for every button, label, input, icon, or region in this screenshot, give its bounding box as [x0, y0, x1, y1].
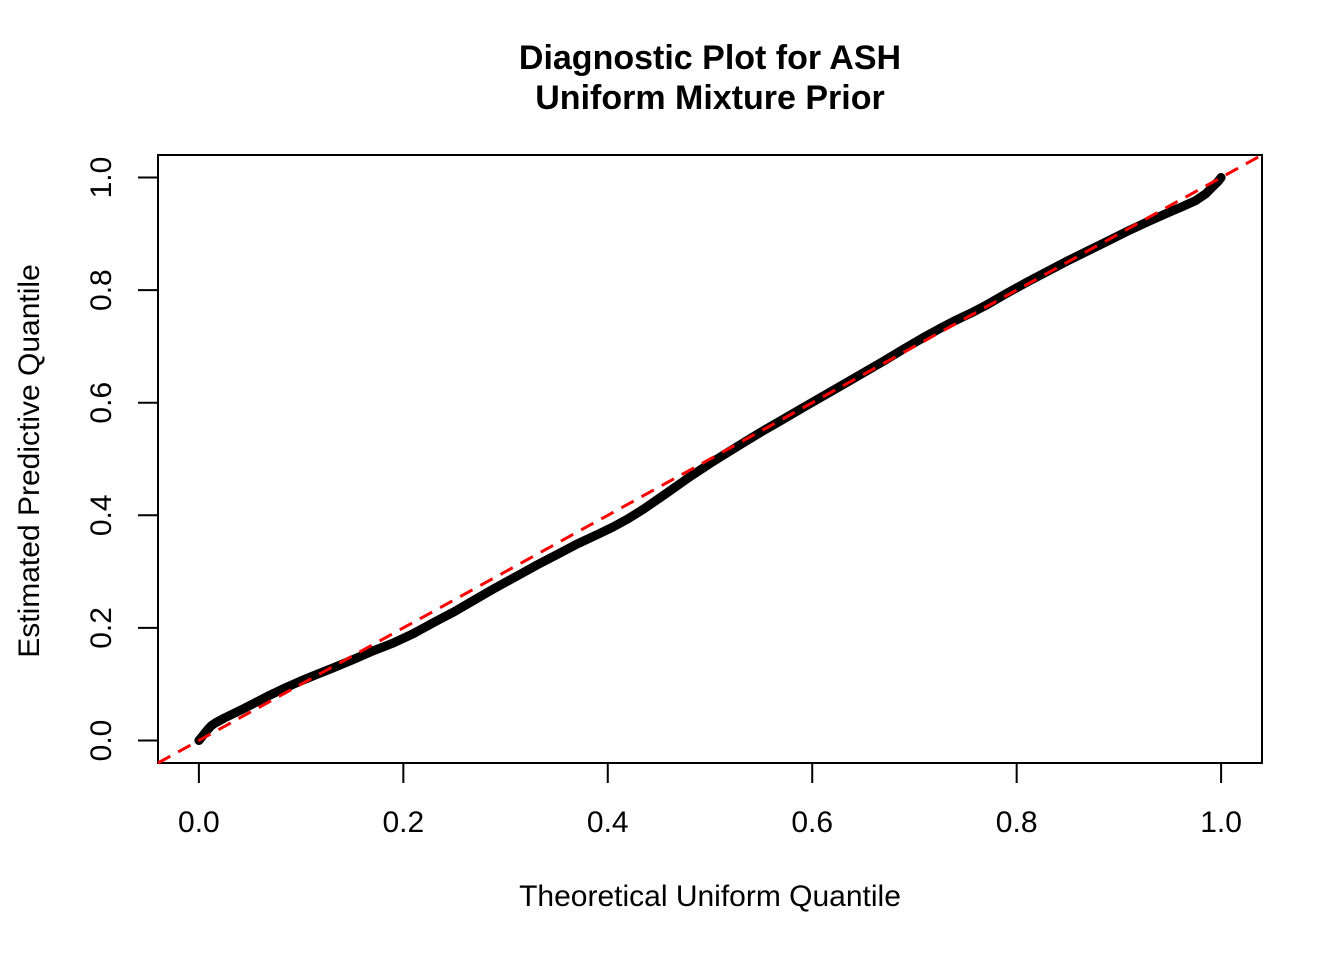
x-axis-tick-label: 0.4 — [587, 806, 629, 839]
x-axis-tick-label: 0.8 — [996, 806, 1038, 839]
x-axis-tick-label: 0.0 — [178, 806, 220, 839]
y-axis-tick-label: 0.2 — [85, 607, 118, 649]
y-axis-tick-label: 0.0 — [85, 720, 118, 762]
y-axis-tick-label: 0.6 — [85, 382, 118, 424]
y-axis-tick-label: 1.0 — [85, 157, 118, 199]
plot-border-box — [157, 154, 1263, 764]
plot-title-line1: Diagnostic Plot for ASH — [518, 39, 902, 77]
x-axis-tick-label: 0.6 — [791, 806, 833, 839]
y-axis-tick-label: 0.8 — [85, 269, 118, 311]
plot-title: Diagnostic Plot for ASH Uniform Mixture … — [158, 38, 1262, 118]
x-axis-title: Theoretical Uniform Quantile — [519, 880, 901, 913]
identity-reference-line — [157, 153, 1263, 765]
y-axis-tick-label: 0.4 — [85, 494, 118, 536]
y-axis-title: Estimated Predictive Quantile — [13, 264, 46, 658]
x-axis-tick-label: 1.0 — [1200, 806, 1242, 839]
x-axis-tick-label: 0.2 — [382, 806, 424, 839]
plot-title-line2: Uniform Mixture Prior — [535, 79, 885, 117]
